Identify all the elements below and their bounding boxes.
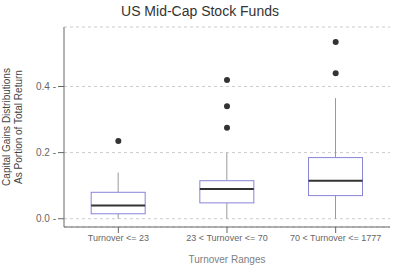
svg-text:Turnover <= 23: Turnover <= 23 (88, 233, 149, 243)
svg-text:0.2 -: 0.2 - (36, 147, 56, 158)
svg-text:0.0 -: 0.0 - (36, 213, 56, 224)
svg-text:0.4 -: 0.4 - (36, 81, 56, 92)
svg-text:Turnover Ranges: Turnover Ranges (189, 254, 266, 265)
svg-text:70 < Turnover <= 1777: 70 < Turnover <= 1777 (290, 233, 381, 243)
svg-text:Capital Gains DistributionsAs: Capital Gains DistributionsAs Portion of… (8, 68, 24, 186)
svg-text:23 < Turnover <= 70: 23 < Turnover <= 70 (186, 233, 267, 243)
html-text:US Mid-Cap Stock Funds: US Mid-Cap Stock Funds (121, 3, 279, 19)
